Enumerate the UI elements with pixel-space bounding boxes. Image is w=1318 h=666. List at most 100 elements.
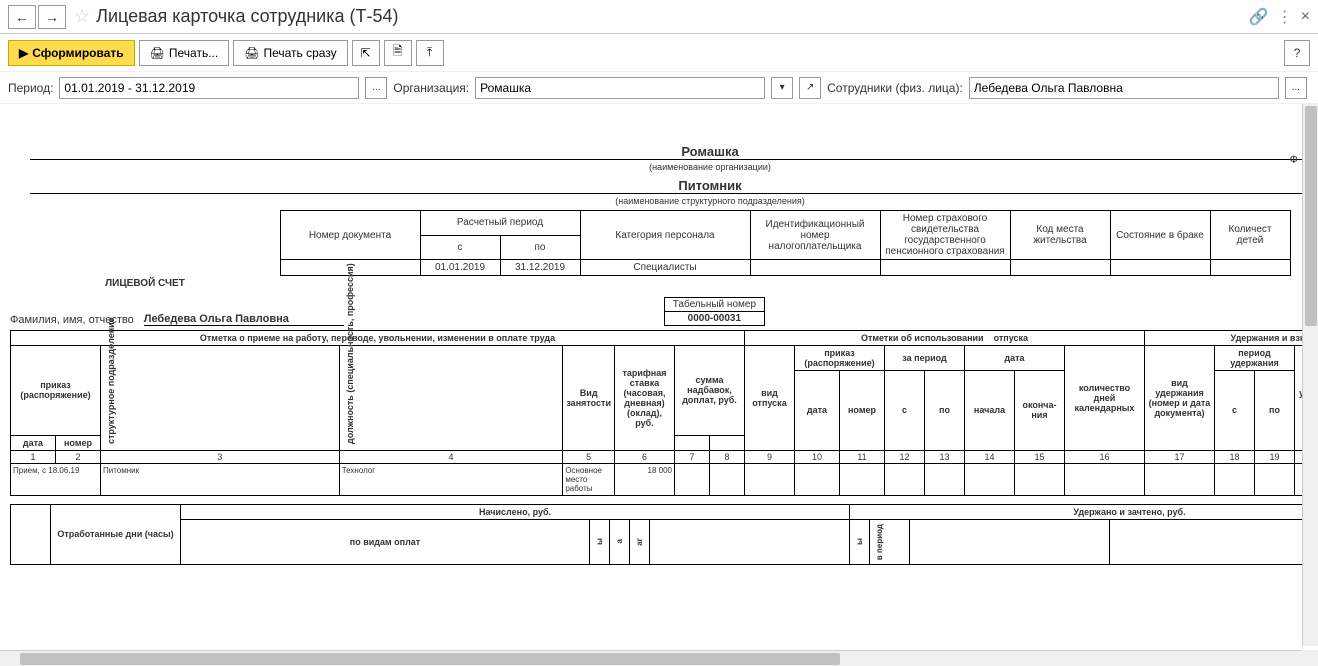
col-dept: структурное подразделение — [104, 348, 118, 448]
org-label: Организация: — [393, 81, 469, 95]
cell-type: Основное место работы — [563, 463, 615, 495]
export-icon: ⇱ — [361, 46, 371, 60]
tab-num-label: Табельный номер — [664, 297, 764, 311]
hdr-doc-num: Номер документа — [280, 211, 420, 260]
document-content: Ф Ромашка (наименование организации) Пит… — [10, 144, 1318, 565]
lower-worked: Отработанные дни (часы) — [51, 504, 181, 564]
col-order: приказ (распоряжение) — [11, 345, 101, 435]
org-dropdown-button[interactable]: ▾ — [771, 77, 793, 99]
cell-pos: Технолог — [339, 463, 563, 495]
col-rate: тарифная ставка (часовая, дневная) (окла… — [615, 345, 675, 450]
vertical-scrollbar-thumb[interactable] — [1305, 106, 1317, 326]
close-button[interactable]: × — [1301, 8, 1310, 26]
print-now-button[interactable]: 🖨 Печать сразу — [233, 40, 347, 66]
help-button[interactable]: ? — [1284, 40, 1310, 66]
col-fp-to: по — [925, 370, 965, 450]
play-icon: ▶ — [19, 46, 28, 60]
period-label: Период: — [8, 81, 53, 95]
hdr-ins-num: Номер страхового свидетельства государст… — [880, 211, 1010, 260]
more-icon[interactable]: ⋮ — [1277, 7, 1293, 27]
org-name: Ромашка — [10, 144, 1318, 159]
val-from: 01.01.2019 — [420, 260, 500, 276]
hdr-from: с — [420, 235, 500, 260]
horizontal-scrollbar-thumb[interactable] — [20, 653, 840, 665]
page-title: Лицевая карточка сотрудника (Т-54) — [96, 6, 1249, 27]
lower-bytypes: по видам оплат — [181, 519, 590, 564]
col-position: должность (специальность, профессия) — [343, 348, 357, 448]
scroll-corner — [1302, 650, 1318, 666]
tab-number-box: Табельный номер 0000-00031 — [664, 297, 765, 326]
cell-hire: Прием, с 18.06.19 — [11, 463, 101, 495]
col-dedperiod: период удержания — [1215, 345, 1295, 370]
emp-picker-button[interactable]: ... — [1285, 77, 1307, 99]
col-vactype: вид отпуска — [745, 345, 795, 450]
tab-num-value: 0000-00031 — [664, 311, 764, 325]
vertical-scrollbar[interactable] — [1302, 104, 1318, 646]
horizontal-scrollbar[interactable] — [0, 650, 1302, 666]
hdr-calc-period: Расчетный период — [420, 211, 580, 236]
col-fp-from: с — [885, 370, 925, 450]
col-dp-from: с — [1215, 370, 1255, 450]
link-icon[interactable]: 🔗 — [1249, 7, 1269, 27]
hdr-residence: Код места жительства — [1010, 211, 1110, 260]
print-button[interactable]: 🖨 Печать... — [139, 40, 230, 66]
export-button[interactable]: ⇱ — [352, 40, 380, 66]
hdr-to: по — [500, 235, 580, 260]
toolbar: ▶ Сформировать 🖨 Печать... 🖨 Печать сраз… — [0, 34, 1318, 72]
emp-input[interactable] — [969, 77, 1279, 99]
main-data-table: Отметка о приеме на работу, переводе, ув… — [10, 330, 1318, 496]
nav-forward-button[interactable]: → — [38, 5, 66, 29]
account-title: ЛИЦЕВОЙ СЧЕТ — [10, 276, 280, 291]
save-button[interactable]: 🗎 — [384, 40, 412, 66]
col-addsum: сумма надбавок, доплат, руб. — [675, 345, 745, 435]
col-for-period: за период — [885, 345, 965, 370]
period-picker-button[interactable]: ... — [365, 77, 387, 99]
col-emp-type: Вид занятости — [563, 345, 615, 450]
table-row: Прием, с 18.06.19 Питомник Технолог Осно… — [11, 463, 1318, 495]
val-to: 31.12.2019 — [500, 260, 580, 276]
col-date: дата — [965, 345, 1065, 370]
upload-icon: ⤒ — [427, 45, 432, 60]
col-caldays: количество дней календарных — [1065, 345, 1145, 450]
printer-icon: 🖨 — [150, 46, 165, 60]
org-input[interactable] — [475, 77, 765, 99]
lower-deducted: Удержано и зачтено, руб. — [850, 504, 1318, 519]
dept-name: Питомник — [10, 178, 1318, 193]
period-input[interactable] — [59, 77, 359, 99]
org-name-caption: (наименование организации) — [10, 162, 1318, 172]
org-open-button[interactable]: ↗ — [799, 77, 821, 99]
hdr-tax-id: Идентификационный номер налогоплательщик… — [750, 211, 880, 260]
section-3-header: Удержания и взносы — [1145, 330, 1318, 345]
fio-value: Лебедева Ольга Павловна — [144, 313, 344, 326]
lower-table: Отработанные дни (часы) Начислено, руб. … — [10, 504, 1318, 565]
form-button-label: Сформировать — [32, 46, 123, 60]
favorite-star-icon[interactable]: ☆ — [74, 6, 90, 27]
col-order2: приказ (распоряжение) — [795, 345, 885, 370]
col-begin: начала — [965, 370, 1015, 450]
print-now-label: Печать сразу — [263, 46, 336, 60]
col-dedtype: вид удержания (номер и дата документа) — [1145, 345, 1215, 450]
section-2-header: Отметки об использовании отпуска — [745, 330, 1145, 345]
form-button[interactable]: ▶ Сформировать — [8, 40, 135, 66]
printer-icon: 🖨 — [244, 46, 259, 60]
hdr-category: Категория персонала — [580, 211, 750, 260]
save-icon: 🗎 — [393, 42, 403, 63]
col-o2-date: дата — [795, 370, 840, 450]
upload-button[interactable]: ⤒ — [416, 40, 444, 66]
document-scroll-area[interactable]: Ф Ромашка (наименование организации) Пит… — [0, 104, 1318, 646]
col-end: оконча-ния — [1015, 370, 1065, 450]
col-o1-date: дата — [11, 435, 56, 450]
col-o1-num: номер — [56, 435, 101, 450]
cell-dept: Питомник — [101, 463, 340, 495]
header-table: Номер документа Расчетный период Категор… — [10, 210, 1291, 291]
hdr-children: Количест детей — [1210, 211, 1290, 260]
emp-label: Сотрудники (физ. лица): — [827, 81, 963, 95]
dept-name-caption: (наименование структурного подразделения… — [10, 196, 1318, 206]
val-category: Специалисты — [580, 260, 750, 276]
titlebar: ← → ☆ Лицевая карточка сотрудника (Т-54)… — [0, 0, 1318, 34]
nav-back-button[interactable]: ← — [8, 5, 36, 29]
form-marker: Ф — [1290, 154, 1298, 166]
lower-accrued: Начислено, руб. — [181, 504, 850, 519]
filter-bar: Период: ... Организация: ▾ ↗ Сотрудники … — [0, 72, 1318, 104]
print-button-label: Печать... — [169, 46, 218, 60]
